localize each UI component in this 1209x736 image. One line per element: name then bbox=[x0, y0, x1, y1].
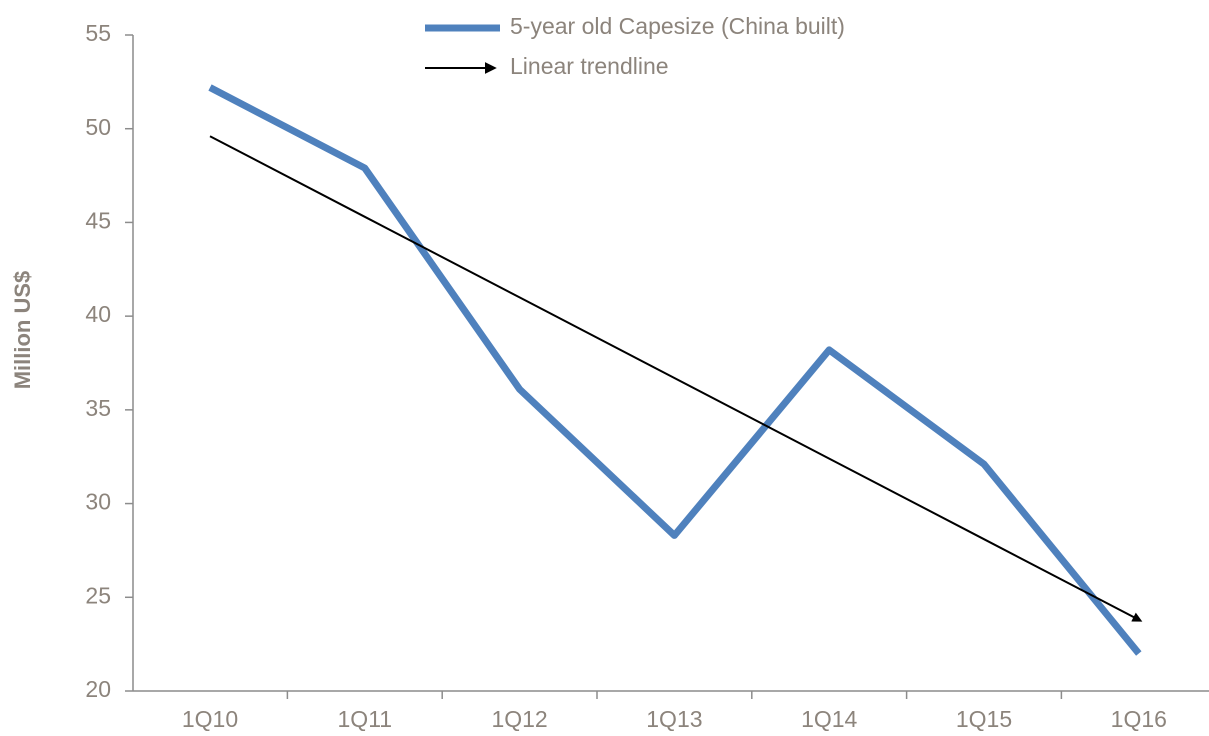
y-tick-label: 55 bbox=[85, 20, 111, 46]
y-tick-label: 50 bbox=[85, 114, 111, 140]
x-tick-label: 1Q13 bbox=[646, 706, 702, 731]
x-tick-label: 1Q16 bbox=[1111, 706, 1167, 731]
y-tick-label: 40 bbox=[85, 301, 111, 327]
series-line bbox=[209, 135, 1143, 622]
y-tick-label: 30 bbox=[85, 489, 111, 515]
y-tick-label: 45 bbox=[85, 208, 111, 234]
x-tick-label: 1Q10 bbox=[182, 706, 238, 731]
legend-label: Linear trendline bbox=[510, 53, 669, 79]
y-axis-label: Million US$ bbox=[10, 271, 35, 390]
x-tick-label: 1Q14 bbox=[801, 706, 857, 731]
y-tick-label: 20 bbox=[85, 676, 111, 702]
x-tick-label: 1Q11 bbox=[338, 706, 393, 731]
y-tick-label: 25 bbox=[85, 582, 111, 608]
x-tick-label: 1Q12 bbox=[491, 706, 547, 731]
x-tick-label: 1Q15 bbox=[956, 706, 1012, 731]
series-line bbox=[208, 84, 1142, 656]
legend-label: 5-year old Capesize (China built) bbox=[510, 13, 845, 39]
y-tick-label: 35 bbox=[85, 395, 111, 421]
